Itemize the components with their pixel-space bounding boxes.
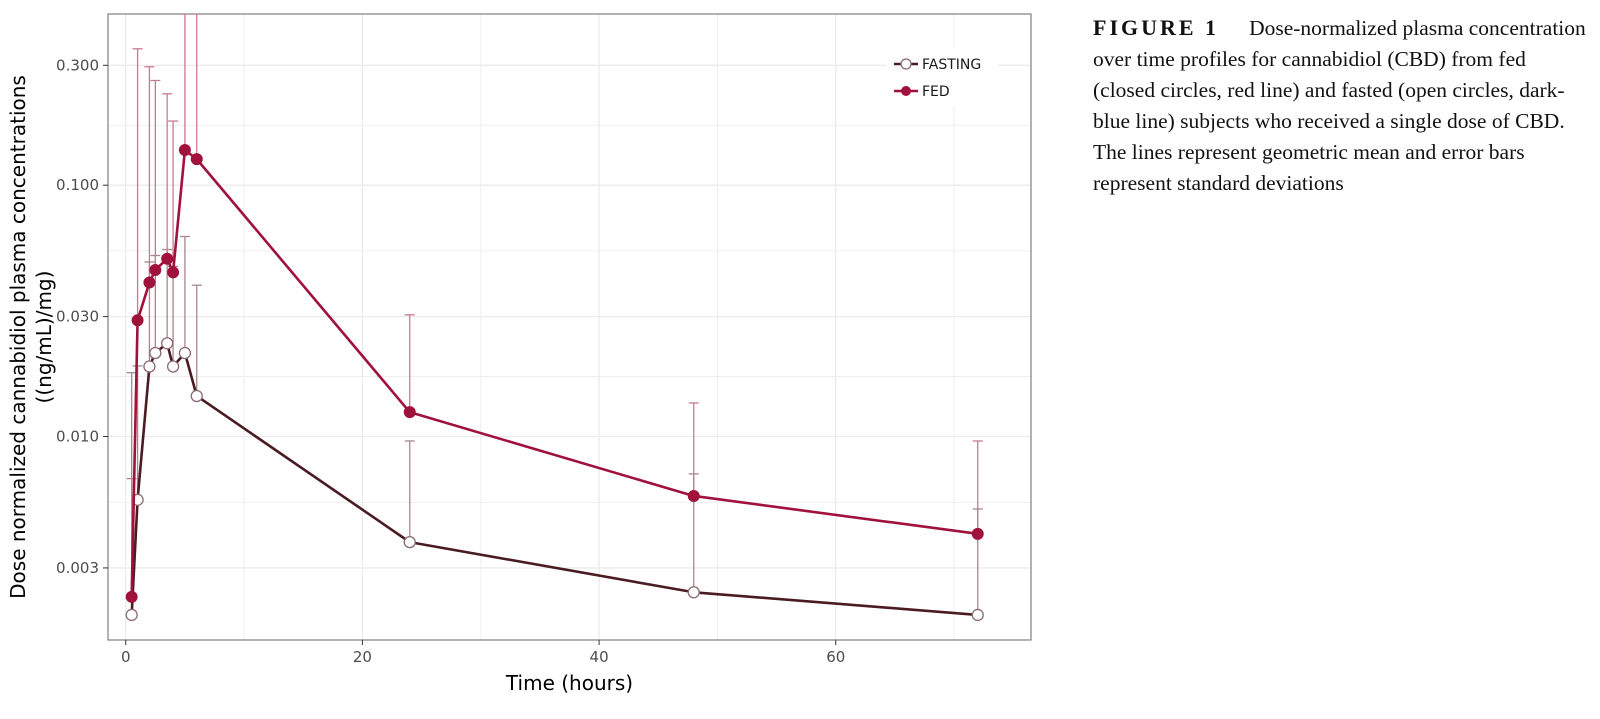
data-point-fed: [687, 489, 700, 502]
x-axis: 0 20 40 60: [121, 640, 845, 666]
x-tick-label: 40: [590, 648, 609, 666]
data-point-fed: [190, 153, 203, 166]
error-bar-fed: [179, 14, 190, 151]
data-point-fasting: [403, 535, 416, 549]
chart-figure: 0 20 40 60 0.003 0.010 0.030 0.100 0.300 Time (ho…: [6, 13, 1032, 695]
legend-label: FED: [922, 84, 950, 100]
error-bar-fasting: [191, 284, 202, 396]
data-point-fasting: [190, 389, 203, 403]
data-point-fed: [149, 263, 162, 276]
error-bar-fed: [191, 14, 202, 160]
x-tick-label: 20: [353, 648, 372, 666]
data-point-fasting: [971, 608, 984, 622]
series-fed: [125, 14, 984, 603]
error-bar-fed: [162, 93, 173, 259]
error-bar-fed: [972, 440, 983, 534]
error-bar-fasting: [179, 235, 190, 353]
y-tick-label: 0.300: [56, 56, 99, 74]
error-bar-fed: [150, 79, 161, 270]
data-point-fed: [403, 406, 416, 419]
y-axis-title: Dose normalized cannabidiol plasma conce…: [6, 75, 56, 599]
y-axis-title-line: Dose normalized cannabidiol plasma conce…: [6, 75, 30, 599]
x-tick-label: 0: [121, 648, 131, 666]
data-point-fed: [971, 527, 984, 540]
data-point-fed: [178, 144, 191, 157]
caption-text: Dose-normalized plasma concentration ove…: [1093, 16, 1586, 195]
legend-background: [886, 48, 998, 106]
plot-panel: [108, 14, 1031, 640]
legend-item-fasting: FASTING: [894, 57, 981, 73]
x-tick-label: 60: [826, 648, 845, 666]
y-axis-title-line: ((ng/mL)/mg): [32, 271, 56, 404]
y-tick-label: 0.030: [56, 308, 99, 326]
legend-item-fed: FED: [894, 84, 950, 100]
x-axis-title: Time (hours): [505, 671, 633, 695]
error-bar-fed: [688, 402, 699, 496]
data-point-fasting: [178, 346, 192, 360]
data-point-fasting: [125, 608, 138, 622]
data-point-fasting: [143, 360, 156, 373]
data-point-fed: [167, 266, 180, 279]
y-tick-label: 0.100: [56, 176, 99, 194]
data-point-fed: [161, 252, 174, 265]
error-bar-fasting: [404, 440, 415, 543]
data-point-fed: [131, 314, 144, 327]
data-point-fed: [143, 276, 156, 289]
error-bar-fed: [404, 314, 415, 413]
data-point-fasting: [687, 586, 700, 599]
data-point-fasting: [166, 360, 180, 373]
figure-caption: FIGURE 1 Dose-normalized plasma concentra…: [1093, 12, 1593, 199]
error-bar-fed: [132, 48, 143, 321]
plot-border: [107, 13, 1032, 641]
y-axis: 0.003 0.010 0.030 0.100 0.300: [56, 56, 108, 577]
legend-label: FASTING: [922, 57, 981, 73]
y-tick-label: 0.010: [56, 428, 99, 446]
y-tick-label: 0.003: [56, 559, 99, 577]
error-bar-fed: [144, 66, 155, 283]
error-bar-fed: [168, 120, 179, 273]
figure-label: FIGURE 1: [1093, 15, 1220, 40]
data-point-fasting: [149, 346, 162, 360]
chart-svg: 0 20 40 60 0.003 0.010 0.030 0.100 0.300 Time (ho…: [6, 13, 1032, 695]
legend: FASTING FED: [886, 48, 998, 106]
grid-lines: [108, 14, 1031, 640]
data-point-fasting: [161, 337, 174, 350]
data-point-fed: [125, 590, 138, 603]
